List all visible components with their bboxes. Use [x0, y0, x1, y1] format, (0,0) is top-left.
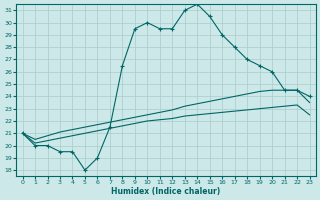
X-axis label: Humidex (Indice chaleur): Humidex (Indice chaleur) — [111, 187, 221, 196]
